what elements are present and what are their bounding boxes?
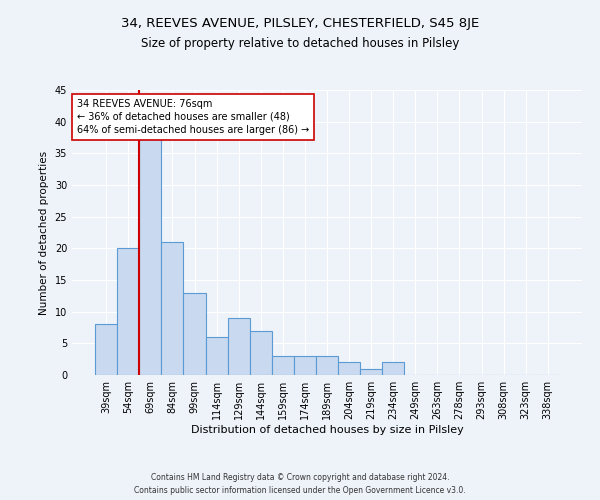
Bar <box>206 337 227 375</box>
Bar <box>294 356 316 375</box>
Bar <box>184 292 206 375</box>
Text: Size of property relative to detached houses in Pilsley: Size of property relative to detached ho… <box>141 38 459 51</box>
Text: 34 REEVES AVENUE: 76sqm
← 36% of detached houses are smaller (48)
64% of semi-de: 34 REEVES AVENUE: 76sqm ← 36% of detache… <box>77 98 310 135</box>
Bar <box>272 356 294 375</box>
Bar <box>139 134 161 375</box>
Text: 34, REEVES AVENUE, PILSLEY, CHESTERFIELD, S45 8JE: 34, REEVES AVENUE, PILSLEY, CHESTERFIELD… <box>121 18 479 30</box>
Bar <box>227 318 250 375</box>
Bar <box>382 362 404 375</box>
Bar <box>95 324 117 375</box>
Bar <box>338 362 360 375</box>
Bar <box>117 248 139 375</box>
Bar <box>250 330 272 375</box>
Bar <box>360 368 382 375</box>
X-axis label: Distribution of detached houses by size in Pilsley: Distribution of detached houses by size … <box>191 425 463 435</box>
Bar <box>316 356 338 375</box>
Y-axis label: Number of detached properties: Number of detached properties <box>39 150 49 314</box>
Bar <box>161 242 184 375</box>
Text: Contains HM Land Registry data © Crown copyright and database right 2024.
Contai: Contains HM Land Registry data © Crown c… <box>134 474 466 495</box>
